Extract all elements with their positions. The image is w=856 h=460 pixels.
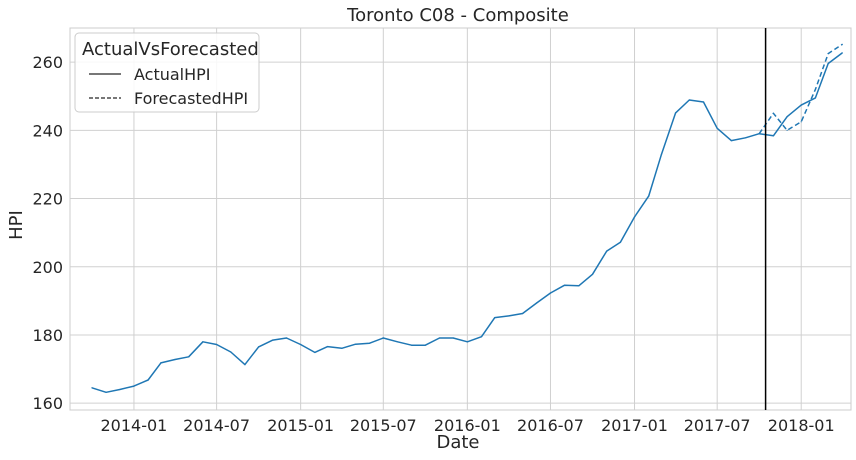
data-point: [814, 88, 817, 90]
y-tick-label: 160: [32, 394, 63, 413]
y-tick-label: 220: [32, 190, 63, 209]
data-point: [648, 195, 650, 197]
data-point: [382, 337, 384, 339]
data-point: [786, 116, 788, 118]
data-point: [466, 341, 468, 343]
data-point: [827, 53, 829, 55]
data-point: [814, 97, 817, 99]
data-point: [341, 347, 343, 349]
data-point: [536, 302, 538, 304]
data-point: [619, 241, 622, 243]
legend-box: [74, 32, 260, 113]
data-point: [300, 343, 302, 346]
data-point: [606, 250, 608, 252]
x-tick-label: 2015-07: [350, 416, 417, 435]
data-point: [244, 364, 246, 366]
data-point: [841, 52, 843, 54]
y-tick-label: 240: [32, 121, 63, 140]
data-point: [702, 101, 705, 103]
data-point: [758, 133, 760, 135]
data-point: [369, 342, 371, 344]
data-point: [272, 339, 274, 341]
x-tick-label: 2017-07: [684, 416, 751, 435]
data-point: [744, 137, 747, 139]
data-point: [660, 153, 663, 155]
data-point: [174, 358, 176, 361]
data-point: [119, 388, 121, 391]
data-point: [258, 346, 260, 348]
y-tick-label: 200: [32, 258, 63, 277]
legend-title: ActualVsForecasted: [82, 39, 259, 60]
data-point: [772, 135, 775, 137]
data-point: [772, 112, 775, 114]
data-point: [800, 104, 802, 106]
x-axis-title: Date: [436, 432, 479, 453]
data-point: [494, 317, 496, 319]
data-point: [216, 343, 218, 346]
y-tick-label: 260: [32, 53, 63, 72]
data-point: [522, 312, 524, 315]
data-point: [188, 356, 190, 358]
data-point: [133, 385, 135, 387]
data-point: [354, 343, 357, 345]
data-point: [591, 273, 594, 275]
data-point: [285, 337, 288, 339]
data-point: [230, 351, 232, 353]
y-tick-label: 180: [32, 326, 63, 345]
data-point: [411, 344, 413, 346]
legend-label-forecastedhpi: ForecastedHPI: [134, 89, 248, 108]
x-tick-label: 2018-01: [768, 416, 835, 435]
x-tick-label: 2014-07: [183, 416, 250, 435]
x-tick-label: 2016-01: [434, 416, 501, 435]
data-point: [564, 284, 566, 286]
data-point: [91, 387, 93, 389]
data-point: [438, 337, 441, 339]
data-point: [633, 216, 636, 218]
data-point: [841, 43, 843, 46]
data-point: [147, 379, 149, 381]
data-point: [160, 362, 162, 364]
data-point: [508, 315, 510, 317]
data-point: [827, 62, 829, 65]
data-point: [424, 344, 426, 346]
data-point: [800, 121, 802, 123]
data-point: [452, 337, 454, 339]
data-point: [549, 292, 552, 294]
y-axis-title: HPI: [6, 210, 27, 240]
data-point: [675, 112, 677, 114]
data-point: [202, 341, 204, 343]
data-point: [786, 129, 788, 131]
data-point: [327, 346, 329, 348]
x-tick-label: 2014-01: [101, 416, 168, 435]
data-point: [314, 351, 316, 353]
data-point: [688, 99, 690, 101]
data-point: [730, 140, 732, 142]
data-point: [480, 336, 483, 338]
data-point: [396, 341, 399, 343]
x-tick-label: 2016-07: [517, 416, 584, 435]
chart-title: Toronto C08 - Composite: [346, 5, 569, 26]
legend-label-actualhpi: ActualHPI: [134, 65, 211, 84]
data-point: [578, 285, 580, 287]
data-point: [105, 391, 107, 393]
x-tick-label: 2015-01: [267, 416, 334, 435]
data-point: [716, 127, 718, 129]
x-tick-label: 2017-01: [601, 416, 668, 435]
